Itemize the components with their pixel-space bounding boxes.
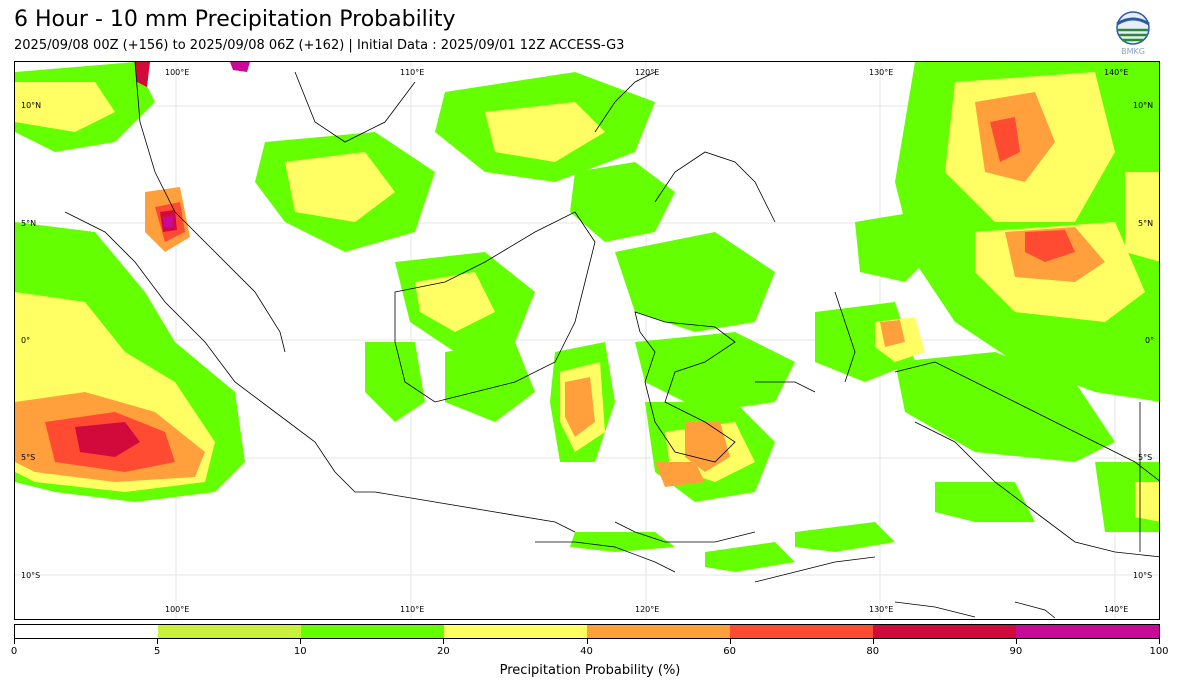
lon-label-top-140: 140°E — [1104, 68, 1129, 77]
lon-label-bottom-110: 110°E — [400, 605, 425, 614]
lat-label-right-0: 0° — [1145, 336, 1155, 345]
colorbar-tick — [443, 639, 445, 644]
colorbar-tick-label: 90 — [1009, 646, 1023, 657]
lat-label-left-5n: 5°N — [21, 219, 37, 228]
colorbar-tick — [1015, 639, 1017, 644]
colorbar-tick-label: 10 — [293, 646, 307, 657]
colorbar-tick-label: 80 — [866, 646, 880, 657]
lon-label-bottom-100: 100°E — [165, 605, 190, 614]
colorbar — [14, 624, 1160, 639]
colorbar-tick — [300, 639, 302, 644]
lon-label-top-100: 100°E — [165, 68, 190, 77]
colorbar-tick-label: 40 — [580, 646, 593, 657]
precip-map: 100°E 110°E 120°E 130°E 140°E 100°E 110°… — [14, 61, 1160, 620]
colorbar-tick — [586, 639, 588, 644]
lon-label-top-110: 110°E — [400, 68, 425, 77]
lat-label-left-10s: 10°S — [21, 571, 41, 580]
colorbar-segment — [158, 625, 301, 638]
lat-label-right-5s: 5°S — [1138, 453, 1153, 462]
colorbar-segment — [587, 625, 730, 638]
colorbar-tick — [729, 639, 731, 644]
colorbar-segment — [444, 625, 587, 638]
colorbar-segment — [873, 625, 1016, 638]
lat-label-left-0: 0° — [21, 336, 31, 345]
colorbar-tick — [157, 639, 159, 644]
lat-label-right-10n: 10°N — [1133, 101, 1154, 110]
precip-field-magenta — [163, 62, 250, 227]
lon-label-bottom-130: 130°E — [869, 605, 894, 614]
colorbar-tick — [1159, 639, 1160, 644]
colorbar-tick-label: 0 — [10, 646, 18, 657]
colorbar-tick-label: 100 — [1149, 646, 1169, 657]
logo-text: BMKG — [1121, 47, 1145, 56]
lon-label-top-120: 120°E — [635, 68, 660, 77]
colorbar-tick — [872, 639, 874, 644]
lat-label-left-10n: 10°N — [21, 101, 42, 110]
colorbar-segment — [730, 625, 873, 638]
lat-label-right-10s: 10°S — [1133, 571, 1153, 580]
lat-label-left-5s: 5°S — [21, 453, 36, 462]
colorbar-tick-label: 5 — [153, 646, 161, 657]
lat-label-right-5n: 5°N — [1138, 219, 1154, 228]
map-title: 6 Hour - 10 mm Precipitation Probability — [14, 7, 456, 32]
map-canvas — [15, 62, 1159, 619]
colorbar-tick — [14, 639, 15, 644]
bmkg-logo-icon: BMKG — [1112, 10, 1154, 56]
colorbar-segment — [301, 625, 444, 638]
coastlines — [64, 62, 1159, 619]
colorbar-label: Precipitation Probability (%) — [499, 663, 681, 678]
colorbar-tick-label: 20 — [437, 646, 450, 657]
map-subtitle: 2025/09/08 00Z (+156) to 2025/09/08 06Z … — [14, 38, 625, 53]
lon-label-bottom-140: 140°E — [1104, 605, 1129, 614]
colorbar-segment — [15, 625, 158, 638]
colorbar-segment — [1016, 625, 1159, 638]
colorbar-tick-label: 60 — [723, 646, 736, 657]
lon-label-bottom-120: 120°E — [635, 605, 660, 614]
lon-label-top-130: 130°E — [869, 68, 894, 77]
